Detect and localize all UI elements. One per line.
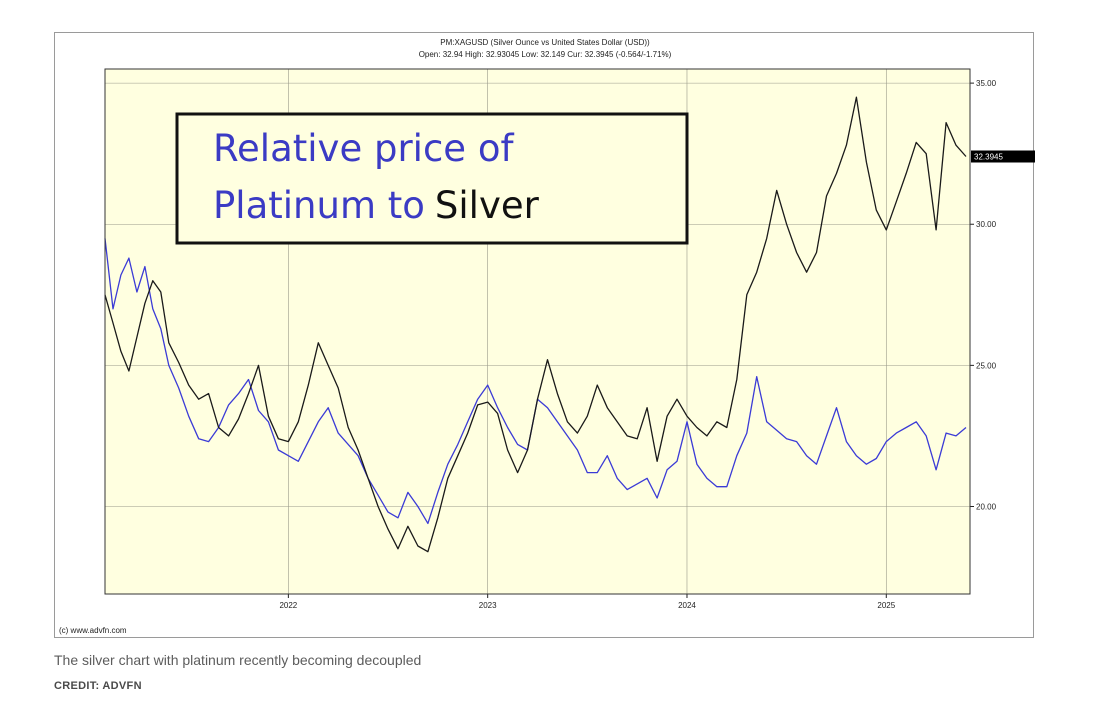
chart-header-line1: PM:XAGUSD (Silver Ounce vs United States… bbox=[440, 38, 650, 47]
y-tick-label: 20.00 bbox=[976, 503, 997, 512]
figure-credit: CREDIT: ADVFN bbox=[54, 680, 142, 692]
annotation-platinum-text: Platinum to bbox=[213, 184, 425, 227]
annotation-line1: Relative price of bbox=[213, 127, 514, 170]
current-value-label: 32.3945 bbox=[974, 153, 1003, 162]
current-value-tag bbox=[971, 150, 1035, 163]
silver-series-line bbox=[104, 96, 967, 553]
annotation-border bbox=[175, 112, 689, 245]
silver-chart: PM:XAGUSD (Silver Ounce vs United States… bbox=[59, 38, 1035, 635]
series-lines bbox=[104, 96, 967, 553]
y-tick-label: 35.00 bbox=[976, 79, 997, 88]
annotation-box: Relative price of Platinum to Silver bbox=[175, 112, 689, 245]
figure-caption: The silver chart with platinum recently … bbox=[54, 652, 422, 668]
plot-border bbox=[104, 68, 971, 595]
chart-header-line2: Open: 32.94 High: 32.93045 Low: 32.149 C… bbox=[419, 50, 672, 59]
x-tick-label: 2023 bbox=[479, 601, 497, 610]
x-tick-label: 2025 bbox=[877, 601, 895, 610]
annotation-line2: Platinum to Silver bbox=[213, 184, 540, 227]
x-tick-label: 2022 bbox=[279, 601, 297, 610]
y-tick-label: 30.00 bbox=[976, 220, 997, 229]
y-tick-label: 25.00 bbox=[976, 361, 997, 370]
axes: 35.00 30.00 25.00 20.00 2022 2023 2024 2025 32.3… bbox=[104, 68, 1035, 610]
chart-frame: PM:XAGUSD (Silver Ounce vs United States… bbox=[54, 32, 1035, 638]
copyright-text: (c) www.advfn.com bbox=[59, 626, 127, 635]
annotation-silver-text: Silver bbox=[435, 184, 540, 227]
x-tick-label: 2024 bbox=[678, 601, 696, 610]
